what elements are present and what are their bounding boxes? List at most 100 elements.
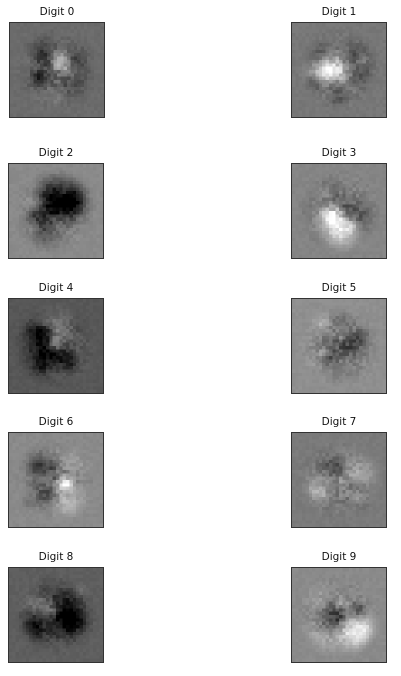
- weight-pixel: [72, 251, 77, 255]
- weight-pixel: [372, 352, 376, 357]
- weight-pixel: [82, 389, 87, 393]
- weight-pixel: [35, 433, 40, 437]
- weight-pixel: [52, 217, 56, 222]
- weight-pixel: [77, 83, 81, 87]
- weight-pixel: [308, 315, 313, 320]
- weight-pixel: [372, 217, 376, 222]
- weight-pixel: [318, 170, 323, 175]
- weight-pixel: [29, 167, 33, 171]
- weight-pixel: [99, 204, 103, 208]
- weight-pixel: [62, 315, 67, 320]
- weight-pixel: [32, 167, 36, 171]
- weight-pixel: [52, 302, 56, 306]
- weight-pixel: [69, 433, 73, 437]
- weight-pixel: [349, 86, 353, 91]
- weight-pixel: [39, 332, 43, 336]
- weight-pixel: [342, 305, 346, 310]
- weight-pixel: [295, 319, 299, 323]
- weight-pixel: [322, 200, 326, 205]
- weight-pixel: [302, 224, 306, 228]
- weight-pixel: [335, 329, 339, 333]
- weight-pixel: [375, 329, 380, 333]
- weight-pixel: [35, 167, 40, 171]
- weight-pixel: [369, 247, 373, 252]
- weight-pixel: [86, 356, 90, 360]
- weight-pixel: [325, 247, 329, 252]
- weight-pixel: [365, 389, 370, 393]
- weight-pixel: [49, 177, 53, 181]
- weight-pixel: [355, 211, 360, 215]
- weight-pixel: [72, 254, 77, 258]
- weight-pixel: [362, 194, 366, 198]
- weight-pixel: [97, 90, 101, 94]
- weight-pixel: [375, 342, 380, 346]
- weight-pixel: [96, 315, 100, 320]
- weight-pixel: [372, 312, 376, 316]
- weight-pixel: [372, 180, 376, 185]
- weight-pixel: [322, 247, 326, 252]
- weight-pixel: [342, 335, 346, 340]
- weight-pixel: [12, 177, 16, 181]
- weight-pixel: [345, 237, 350, 242]
- weight-pixel: [89, 177, 93, 181]
- weight-pixel: [369, 346, 373, 350]
- weight-pixel: [382, 254, 386, 258]
- weight-pixel: [355, 335, 360, 340]
- weight-pixel: [62, 204, 67, 208]
- weight-pixel: [339, 46, 343, 50]
- weight-pixel: [328, 214, 333, 218]
- weight-pixel: [318, 214, 323, 218]
- weight-pixel: [372, 39, 376, 44]
- weight-pixel: [82, 315, 87, 320]
- weight-pixel: [312, 110, 316, 114]
- weight-pixel: [43, 73, 47, 77]
- weight-pixel: [73, 66, 78, 70]
- weight-pixel: [79, 312, 83, 316]
- weight-pixel: [62, 456, 67, 460]
- weight-pixel: [352, 59, 356, 64]
- weight-pixel: [375, 43, 380, 47]
- weight-pixel: [328, 174, 333, 178]
- weight-pixel: [99, 247, 103, 252]
- weight-pixel: [62, 299, 67, 303]
- weight-pixel: [73, 23, 78, 27]
- weight-pixel: [308, 302, 313, 306]
- weight-pixel: [79, 379, 83, 383]
- weight-pixel: [365, 180, 370, 185]
- weight-pixel: [322, 80, 326, 84]
- weight-pixel: [325, 49, 329, 54]
- weight-pixel: [22, 194, 26, 198]
- weight-pixel: [359, 90, 363, 94]
- weight-pixel: [365, 194, 370, 198]
- weight-pixel: [35, 254, 40, 258]
- weight-pixel: [57, 93, 61, 97]
- weight-pixel: [70, 86, 74, 91]
- weight-pixel: [9, 254, 13, 258]
- weight-pixel: [342, 26, 346, 30]
- weight-pixel: [369, 335, 373, 340]
- weight-pixel: [9, 197, 13, 201]
- weight-pixel: [305, 23, 309, 27]
- weight-pixel: [312, 335, 316, 340]
- weight-pixel: [379, 93, 383, 97]
- weight-pixel: [379, 33, 383, 37]
- weight-pixel: [312, 204, 316, 208]
- weight-pixel: [80, 110, 84, 114]
- weight-pixel: [318, 352, 323, 357]
- weight-pixel: [295, 80, 299, 84]
- weight-pixel: [30, 59, 34, 64]
- weight-pixel: [70, 43, 74, 47]
- weight-pixel: [349, 346, 353, 350]
- weight-pixel: [355, 214, 360, 218]
- weight-pixel: [372, 372, 376, 377]
- weight-pixel: [359, 73, 363, 77]
- weight-pixel: [302, 241, 306, 245]
- weight-pixel: [292, 26, 296, 30]
- weight-pixel: [80, 56, 84, 60]
- weight-pixel: [382, 339, 386, 343]
- weight-pixel: [42, 446, 46, 450]
- weight-pixel: [42, 379, 46, 383]
- weight-pixel: [308, 36, 313, 40]
- weight-pixel: [32, 376, 36, 380]
- weight-pixel: [362, 177, 366, 181]
